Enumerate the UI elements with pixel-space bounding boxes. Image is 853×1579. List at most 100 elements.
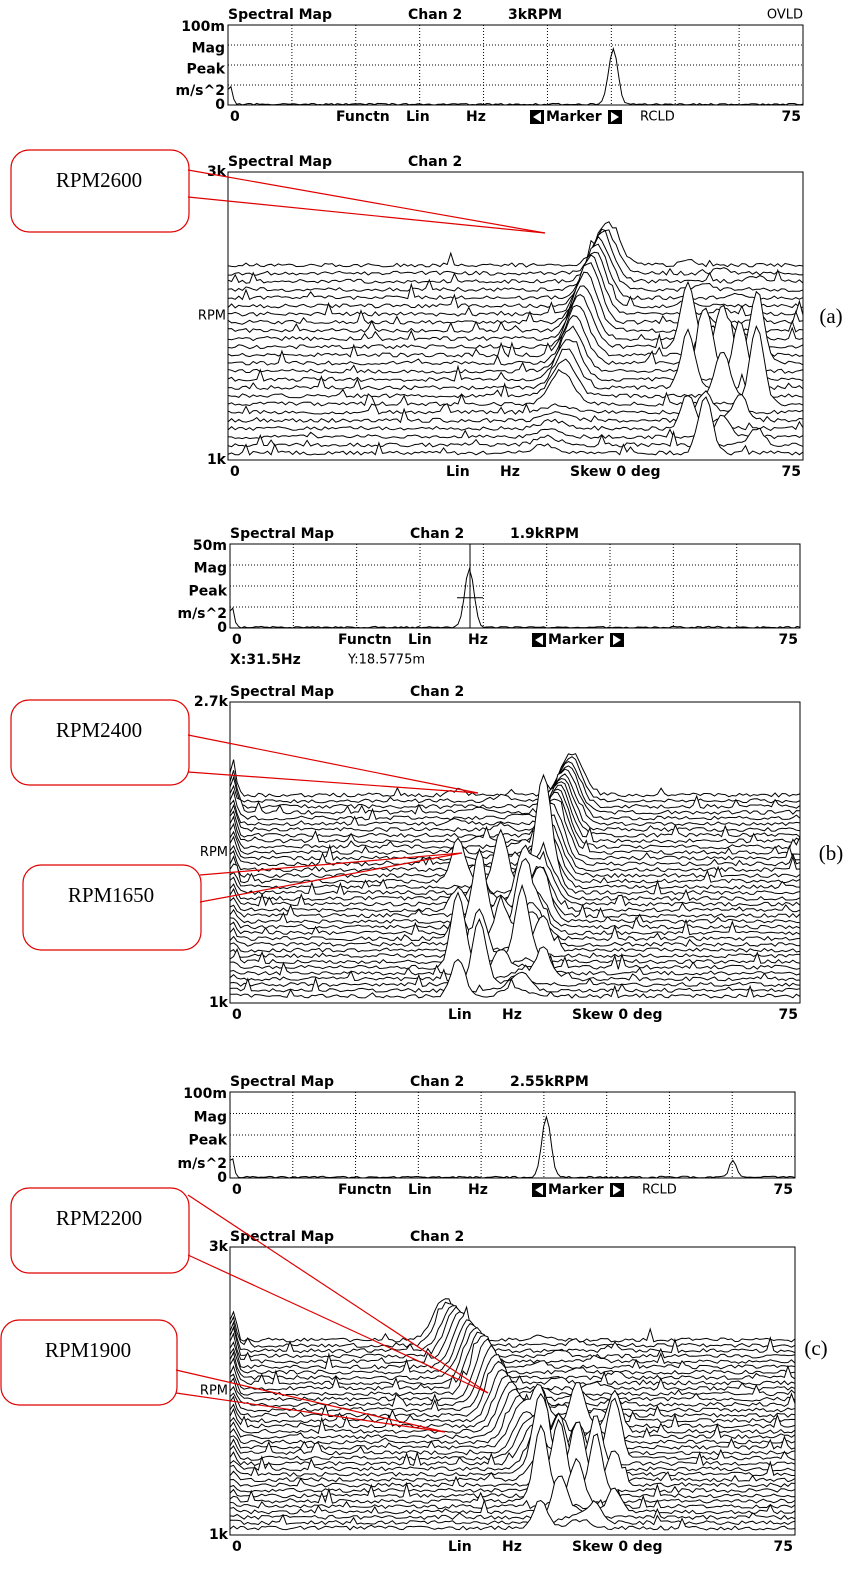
waterfall-trace xyxy=(230,1475,795,1535)
spectrum-title: Spectral Map xyxy=(228,7,332,23)
waterfall-bottom: 1k xyxy=(209,995,229,1011)
waterfall-bottom: 1k xyxy=(209,1527,229,1543)
spectrum-channel: Chan 2 xyxy=(408,7,462,23)
x-label: 75 xyxy=(782,109,801,125)
callout-box xyxy=(10,149,190,233)
spectrum-trace xyxy=(229,1115,796,1179)
spectrum-rpm: 1.9kRPM xyxy=(510,526,579,542)
callout-pointer xyxy=(187,169,546,234)
callout-pointer xyxy=(175,1369,446,1433)
readout-y: Y:18.5775m xyxy=(347,653,425,668)
waterfall-top: 2.7k xyxy=(194,694,229,710)
y-label: 100m xyxy=(181,19,225,35)
callout-pointer xyxy=(175,1392,446,1433)
x-label: 0 xyxy=(232,1539,242,1555)
waterfall-title: Spectral Map xyxy=(230,684,334,700)
y-label: m/s^2 xyxy=(177,1156,227,1172)
callout-pointer xyxy=(187,734,479,794)
y-label: 0 xyxy=(217,620,227,636)
x-label: Functn xyxy=(338,632,392,648)
x-label: Hz xyxy=(502,1007,522,1023)
waterfall-traces xyxy=(228,221,803,460)
x-label: 0 xyxy=(232,632,242,648)
x-label: 75 xyxy=(774,1182,793,1198)
spectrum-frame xyxy=(227,24,804,106)
x-label: Lin xyxy=(406,109,430,125)
waterfall-border xyxy=(229,701,801,1004)
panel-label: (b) xyxy=(819,841,844,865)
waterfall-channel: Chan 2 xyxy=(408,154,462,170)
spectrum-channel: Chan 2 xyxy=(410,526,464,542)
x-label: Skew 0 deg xyxy=(572,1007,662,1023)
x-label: Functn xyxy=(338,1182,392,1198)
x-label: 75 xyxy=(774,1539,793,1555)
marker-right-arrow xyxy=(613,635,621,645)
x-label: Hz xyxy=(502,1539,522,1555)
x-label: Lin xyxy=(448,1539,472,1555)
y-label: 0 xyxy=(217,1170,227,1186)
waterfall-top: 3k xyxy=(209,1239,229,1255)
x-label: RCLD xyxy=(642,1183,677,1198)
y-label: 50m xyxy=(193,538,227,554)
spectrum-title: Spectral Map xyxy=(230,1074,334,1090)
waterfall-channel: Chan 2 xyxy=(410,684,464,700)
waterfall-trace xyxy=(230,1499,795,1535)
x-label: Lin xyxy=(448,1007,472,1023)
callout-text: RPM1900 xyxy=(45,1338,131,1362)
waterfall-axis: RPM xyxy=(198,309,226,324)
x-label: 75 xyxy=(782,464,801,480)
spectrum-title: Spectral Map xyxy=(230,526,334,542)
callout-text: RPM2400 xyxy=(56,718,142,742)
y-label: 100m xyxy=(183,1086,227,1102)
marker-label: Marker xyxy=(548,632,604,648)
waterfall-trace xyxy=(230,958,800,1003)
x-label: Skew 0 deg xyxy=(572,1539,662,1555)
x-label: 0 xyxy=(232,1182,242,1198)
marker-left-arrow xyxy=(535,1185,543,1195)
y-label: Mag xyxy=(192,40,225,56)
callout-box xyxy=(10,699,190,786)
y-label: Peak xyxy=(188,583,227,599)
marker-left-arrow xyxy=(533,112,541,122)
waterfall-traces xyxy=(230,753,800,1003)
callout-box xyxy=(10,1187,190,1274)
waterfall-axis: RPM xyxy=(200,1384,228,1399)
x-label: Skew 0 deg xyxy=(570,464,660,480)
x-label: 0 xyxy=(230,109,240,125)
marker-label: Marker xyxy=(548,1182,604,1198)
marker-right-arrow xyxy=(613,1185,621,1195)
spectrum-channel: Chan 2 xyxy=(410,1074,464,1090)
y-label: 0 xyxy=(215,97,225,113)
callout-box xyxy=(22,864,202,951)
waterfall-bottom: 1k xyxy=(207,452,227,468)
callout-pointer xyxy=(187,1254,489,1394)
x-label: 0 xyxy=(230,464,240,480)
y-label: m/s^2 xyxy=(177,606,227,622)
waterfall-title: Spectral Map xyxy=(230,1229,334,1245)
x-label: RCLD xyxy=(640,110,675,125)
callout-pointer xyxy=(199,852,463,876)
spectrum-rpm: 2.55kRPM xyxy=(510,1074,589,1090)
callout-pointer xyxy=(187,196,546,234)
spectrum-trace xyxy=(227,46,804,106)
y-label: Peak xyxy=(186,62,225,78)
callout-box xyxy=(0,1319,178,1406)
waterfall-border xyxy=(229,1246,796,1536)
x-label: Hz xyxy=(500,464,520,480)
y-label: Mag xyxy=(194,1109,227,1125)
x-label: 0 xyxy=(232,1007,242,1023)
waterfall-channel: Chan 2 xyxy=(410,1229,464,1245)
x-label: Hz xyxy=(466,109,486,125)
panel-label: (c) xyxy=(804,1336,827,1360)
readout-x: X:31.5Hz xyxy=(230,652,301,668)
marker-left-arrow xyxy=(535,635,543,645)
callout-pointer xyxy=(187,1194,489,1394)
waterfall-top: 3k xyxy=(207,164,227,180)
spectrum-trace xyxy=(229,567,801,629)
x-label: Lin xyxy=(408,632,432,648)
x-label: Lin xyxy=(446,464,470,480)
callout-text: RPM1650 xyxy=(68,883,154,907)
x-label: Hz xyxy=(468,632,488,648)
waterfall-title: Spectral Map xyxy=(228,154,332,170)
